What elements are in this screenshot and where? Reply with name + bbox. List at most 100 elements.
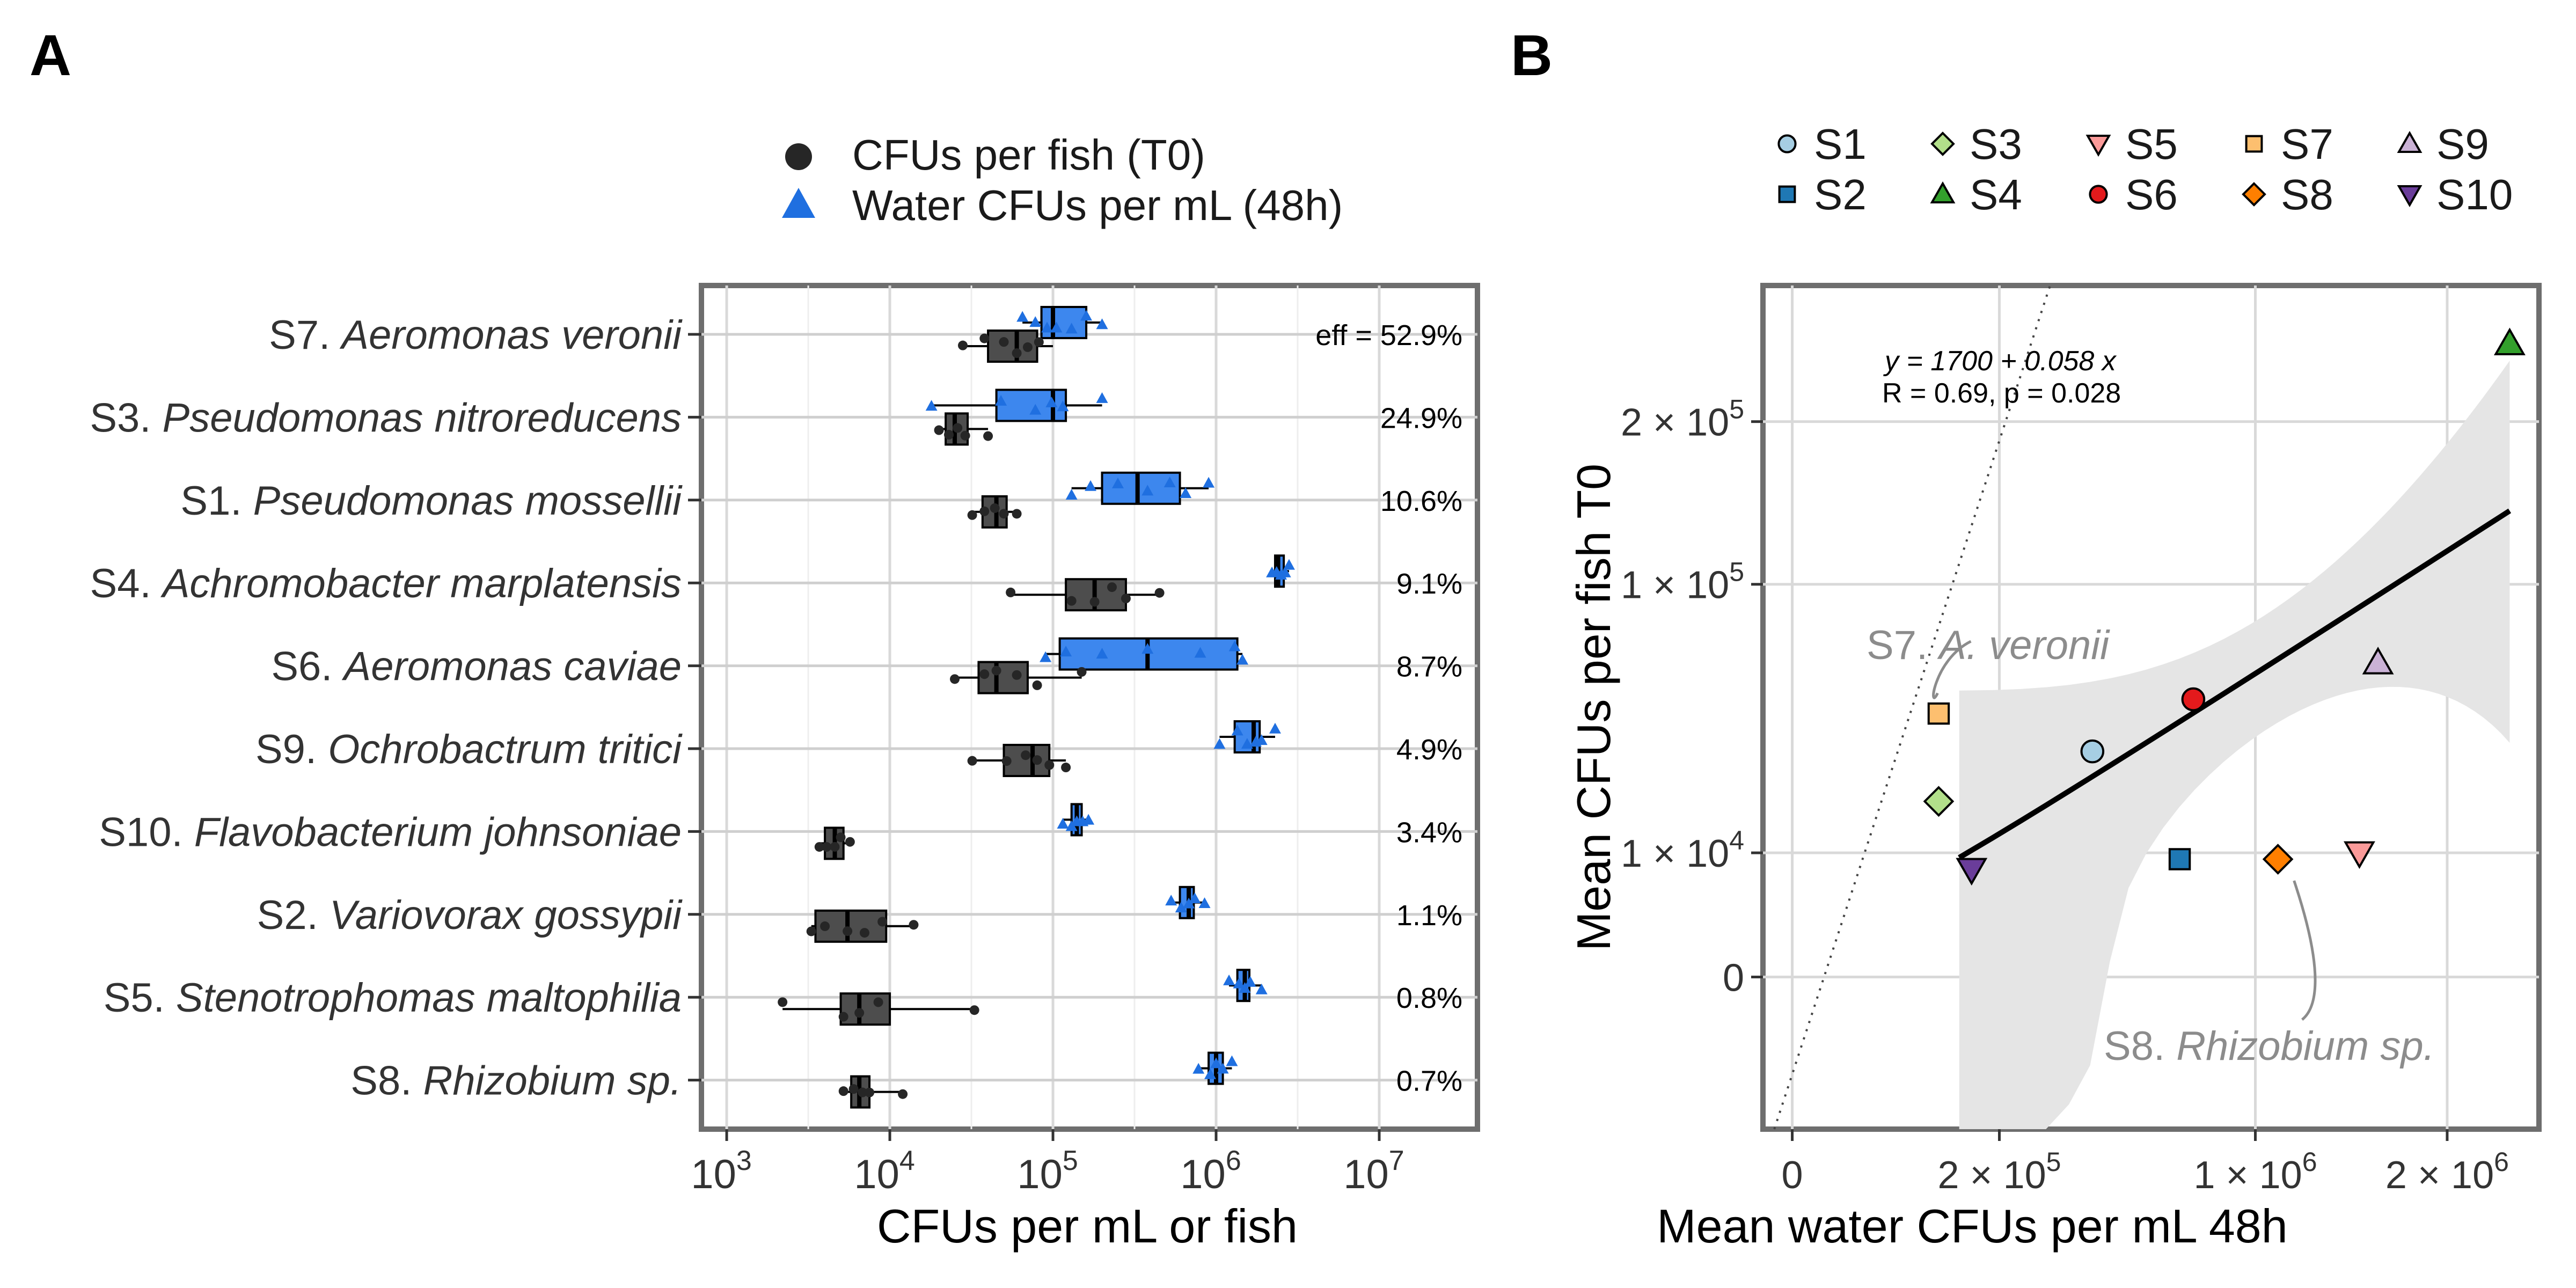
fish-point [865,1087,875,1097]
water-point [1080,310,1093,321]
water-point [1141,485,1154,496]
legend-b-label: S1 [1814,120,1867,168]
point-s10 [1956,858,1988,886]
tick-base: 10 [1343,1152,1389,1197]
legend-b-marker [1778,185,1796,203]
fish-point [1034,337,1044,347]
water-point [1029,316,1042,327]
fish-point [999,509,1009,519]
fish-point [967,756,977,766]
legend-b-label: S10 [2436,171,2513,218]
fish-point [1012,509,1022,519]
plot-a-panel [699,283,1480,1132]
water-point [1141,643,1154,654]
water-point [1223,974,1235,985]
legend-b-label: S4 [1970,171,2022,218]
plot-a-xtick-label: 105 [1017,1145,1078,1197]
water-point [1016,311,1029,322]
category-name: Pseudomonas nitroreducens [163,395,682,441]
category-name: Achromobacter marplatensis [160,561,682,606]
eff-label: 0.7% [1396,1065,1462,1097]
category-id: S10. [99,809,194,855]
water-point [1255,734,1268,745]
plot-a-xtick-label: 104 [854,1145,914,1197]
water-point [1194,647,1206,658]
fish-point [845,837,855,847]
category-label: S10. Flavobacterium johnsoniae [99,809,682,855]
water-point [1228,640,1241,652]
fish-point [898,1089,908,1099]
eff-label: eff = 52.9% [1315,319,1462,352]
category-label: S9. Ochrobactrum tritici [255,727,683,772]
tick-base: 0 [1723,957,1744,1000]
eff-label: 8.7% [1396,651,1462,683]
legend-b-marker [1777,134,1797,153]
plot-b-ytick-label: 1 × 105 [1621,557,1744,607]
water-point [1226,1055,1238,1066]
point-s9 [2362,647,2394,675]
fish-point [999,337,1009,347]
category-label: S2. Variovorax gossypii [257,892,683,938]
plot-b-xtick-label: 2 × 106 [2385,1147,2509,1197]
fish-point [969,1005,979,1015]
tick-exponent: 5 [1729,557,1744,587]
plot-b-ytick-label: 1 × 104 [1621,825,1744,875]
legend-b-label: S2 [1814,171,1867,218]
fish-point [934,425,944,435]
water-point [1040,651,1052,662]
annotation-prefix: S7. [1867,623,1939,668]
water-point [1085,480,1097,491]
fish-point [838,1086,848,1096]
identity-line [1773,285,2051,1130]
fish-point [990,503,1000,513]
fish-point [1012,348,1022,358]
legend-b-label: S7 [2281,120,2333,168]
fish-point [1089,597,1100,607]
water-point [1241,738,1253,749]
plot-b-xtick-label: 1 × 106 [2194,1147,2317,1197]
water-box [1040,306,1088,339]
tick-exponent: 4 [899,1145,915,1176]
category-name: Aeromonas caviae [342,644,682,690]
eff-label: 0.8% [1396,982,1462,1014]
water-point [1283,559,1295,570]
water-point [925,400,938,411]
category-name: Aeromonas veronii [339,312,683,358]
point-s2 [2168,848,2191,870]
fish-point [859,928,869,938]
point-s4 [2493,327,2526,355]
eff-label: 4.9% [1396,734,1462,766]
point-s1 [2080,739,2105,764]
water-point [1244,976,1256,987]
plot-a-xlabel: CFUs per mL or fish [877,1199,1298,1253]
fish-point [1154,588,1165,598]
eff-label: 1.1% [1396,899,1462,932]
water-point [1180,487,1192,498]
fish-point [979,506,990,516]
fish-point [1012,670,1022,680]
legend-b-marker [2397,185,2423,208]
fish-point [983,431,993,441]
tick-base: 10 [854,1152,899,1197]
legend-b-marker [2089,185,2108,204]
water-point [1057,400,1069,412]
category-label: S5. Stenotrophomas maltophilia [104,975,682,1021]
legend-b-marker [2245,135,2263,153]
legend-a-fish-label: CFUs per fish (T0) [852,131,1205,179]
fish-point [806,926,816,936]
fish-point [778,997,788,1007]
tick-exponent: 6 [2494,1147,2509,1177]
point-s5 [2343,841,2375,869]
tick-exponent: 5 [1729,394,1744,425]
category-name: Rhizobium sp. [423,1058,682,1104]
s7-leader [1932,640,1972,699]
eff-label: 10.6% [1380,485,1462,517]
fish-point [814,842,824,852]
water-point [1203,477,1215,488]
eff-label: 3.4% [1396,816,1462,848]
water-point [1233,977,1245,989]
water-point [1192,1063,1205,1074]
tick-base: 2 × 10 [2385,1154,2494,1197]
fish-point [836,832,846,843]
plot-b-ytick-label: 2 × 105 [1621,394,1744,444]
